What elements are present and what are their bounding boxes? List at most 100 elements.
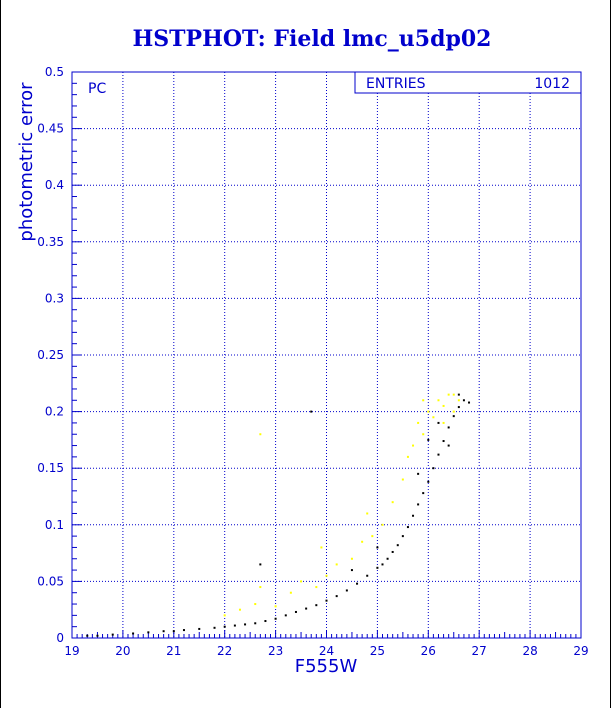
data-point [111,633,114,636]
y-tick-label: 0.25 [37,348,64,362]
data-point [244,623,247,626]
data-point [96,634,99,637]
data-point [432,416,435,419]
y-tick-label: 0.3 [45,291,64,305]
stats-box: ENTRIES 1012 [354,71,582,94]
data-point [284,614,287,617]
y-tick-label: 0.05 [37,574,64,588]
data-point [417,472,420,475]
data-point [396,544,399,547]
data-point [315,586,318,589]
data-point [391,550,394,553]
stats-box-frame [354,71,582,94]
data-point [259,433,262,436]
x-tick-labels: 19 20 21 22 23 24 25 26 27 28 29 [64,644,588,658]
x-tick-label: 20 [115,644,130,658]
y-tick-label: 0.1 [45,518,64,532]
data-point [223,614,226,617]
data-point [238,608,241,611]
data-point [294,610,297,613]
x-tick-label: 26 [421,644,436,658]
data-point [132,632,135,635]
data-point [457,393,460,396]
data-point [417,421,420,424]
data-point [182,629,185,632]
y-axis-label: photometric error [16,82,37,242]
data-point [447,393,450,396]
data-point [447,444,450,447]
data-point [391,501,394,504]
data-point [427,438,430,441]
x-tick-label: 29 [573,644,588,658]
data-point [376,546,379,549]
data-point [468,401,471,404]
data-point [259,586,262,589]
data-point [198,627,201,630]
data-point [233,624,236,627]
x-tick-label: 21 [166,644,181,658]
data-point [401,535,404,538]
data-point [310,410,313,413]
stats-box-label: ENTRIES [366,76,426,92]
data-point [350,557,353,560]
data-point [406,455,409,458]
data-point [442,440,445,443]
data-point [452,393,455,396]
data-point [427,410,430,413]
data-point [356,582,359,585]
x-tick-label: 24 [319,644,334,658]
data-point [442,421,445,424]
data-point [452,410,455,413]
data-point [264,620,267,623]
data-point [274,605,277,608]
data-point [223,625,226,628]
data-point [437,399,440,402]
data-point [86,634,89,637]
data-point [432,467,435,470]
data-point [386,557,389,560]
x-tick-label: 23 [268,644,283,658]
data-point [172,630,175,633]
data-point [335,563,338,566]
data-point [213,626,216,629]
data-point [452,415,455,418]
data-point [401,478,404,481]
chart-title: HSTPHOT: Field lmc_u5dp02 [133,26,492,52]
data-point [305,607,308,610]
data-point [422,433,425,436]
data-point [325,574,328,577]
data-point [320,546,323,549]
data-point [437,453,440,456]
y-tick-labels: 0 0.05 0.1 0.15 0.2 0.25 0.3 0.35 0.4 0.45 0.5 [37,65,64,645]
data-point [442,404,445,407]
data-point [422,399,425,402]
data-point [147,631,150,634]
data-point [457,406,460,409]
data-point [366,574,369,577]
y-tick-label: 0 [56,631,64,645]
data-point [315,604,318,607]
data-point [417,503,420,506]
data-point [447,426,450,429]
x-tick-label: 28 [522,644,537,658]
data-point [381,563,384,566]
data-point [300,580,303,583]
data-point [254,622,257,625]
data-point [325,599,328,602]
data-point [457,399,460,402]
data-point [274,617,277,620]
data-point [376,566,379,569]
data-point [259,563,262,566]
data-point [162,630,165,633]
x-axis-label: F555W [295,656,358,677]
data-point [345,589,348,592]
y-tick-label: 0.35 [37,235,64,249]
data-point [350,569,353,572]
x-tick-label: 19 [64,644,79,658]
x-tick-label: 25 [370,644,385,658]
data-point [361,540,364,543]
plot-area [71,71,582,639]
y-tick-label: 0.5 [45,65,64,79]
